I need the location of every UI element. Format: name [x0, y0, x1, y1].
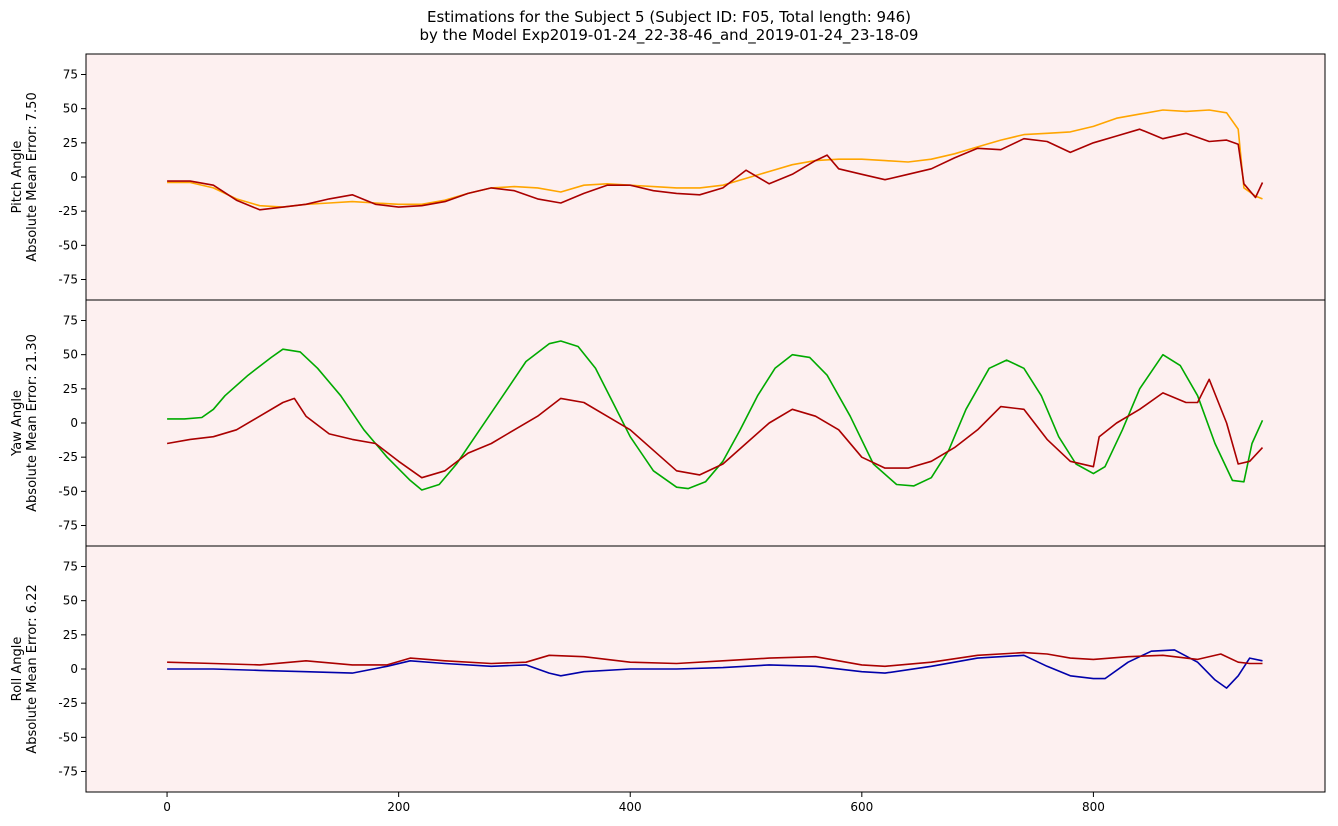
roll-xtick-label-0: 0: [163, 800, 171, 814]
roll-ytick-label-2: 25: [63, 628, 78, 642]
yaw-ylabel-line2: Absolute Mean Error: 21.30: [25, 334, 40, 512]
yaw-panel: 75 50 25 0 -25 -50 -75 Yaw Angle Absolute Mean E…: [10, 299, 1326, 551]
roll-xtick-label-4: 800: [1082, 800, 1105, 814]
roll-panel: 75 50 25 0 -25 -50 -75 0 200 400 600 800 Roll Angle A…: [10, 545, 1326, 814]
pitch-ytick-label-5: -50: [58, 238, 78, 252]
roll-series-line-0: [167, 649, 1263, 689]
roll-ytick-label-3: 0: [70, 662, 78, 676]
roll-ylabel-line2: Absolute Mean Error: 6.22: [25, 584, 40, 753]
pitch-panel: 75 50 25 0 -25 -50 -75 Pitch Angle Absolute Mean…: [10, 53, 1326, 305]
yaw-ytick-label-0: 75: [63, 314, 78, 328]
pitch-ytick-label-1: 50: [63, 102, 78, 116]
yaw-series-line-0: [167, 340, 1264, 491]
chart-subtitle: by the Model Exp2019-01-24_22-38-46_and_…: [419, 26, 919, 44]
pitch-ylabel-line1: Pitch Angle: [10, 141, 25, 214]
yaw-ylabel-line1: Yaw Angle: [10, 390, 25, 457]
roll-xtick-label-3: 600: [850, 800, 873, 814]
roll-ytick-label-1: 50: [63, 594, 78, 608]
yaw-ytick-label-4: -25: [58, 450, 78, 464]
yaw-series-line-1: [166, 378, 1264, 479]
roll-ylabel-line1: Roll Angle: [10, 637, 25, 702]
yaw-ytick-label-1: 50: [63, 348, 78, 362]
pitch-plot-area: [86, 54, 1325, 300]
yaw-plot-area: [86, 300, 1325, 546]
pitch-ytick-label-0: 75: [63, 68, 78, 82]
roll-xtick-label-2: 400: [619, 800, 642, 814]
pitch-ytick-label-2: 25: [63, 136, 78, 150]
yaw-ytick-label-2: 25: [63, 382, 78, 396]
roll-series-line-1: [167, 651, 1263, 668]
pitch-ytick-label-6: -75: [58, 273, 78, 287]
pitch-series-line-0: [167, 109, 1263, 208]
pitch-ylabel-line2: Absolute Mean Error: 7.50: [25, 92, 40, 261]
yaw-ytick-label-3: 0: [70, 416, 78, 430]
roll-ytick-label-4: -25: [58, 696, 78, 710]
roll-ytick-label-0: 75: [63, 560, 78, 574]
yaw-ytick-label-5: -50: [58, 484, 78, 498]
roll-xtick-label-1: 200: [387, 800, 410, 814]
roll-ytick-label-5: -50: [58, 730, 78, 744]
roll-plot-area: [86, 546, 1325, 792]
pitch-ytick-label-3: 0: [70, 170, 78, 184]
chart-title: Estimations for the Subject 5 (Subject I…: [426, 8, 912, 26]
roll-ytick-label-6: -75: [58, 765, 78, 779]
pitch-series-line-1: [167, 128, 1264, 211]
pitch-ytick-label-4: -25: [58, 204, 78, 218]
yaw-ytick-label-6: -75: [58, 519, 78, 533]
